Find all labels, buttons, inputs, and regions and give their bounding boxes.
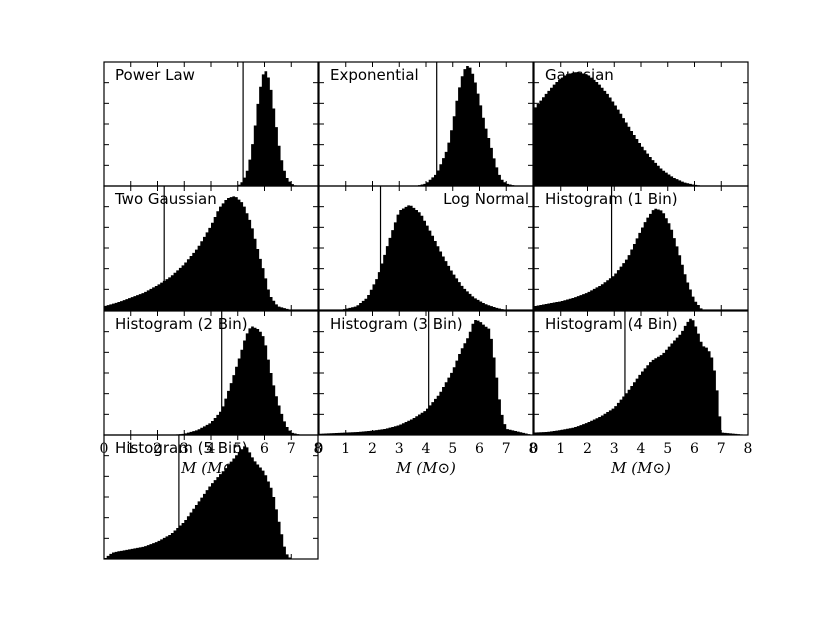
x-tick-label: 0 (315, 441, 324, 457)
x-tick-label: 6 (690, 441, 699, 457)
panel: Exponential (318, 61, 534, 187)
x-tick-label: 2 (153, 441, 162, 457)
panel-title: Two Gaussian (114, 190, 217, 208)
panel: Two Gaussian (103, 185, 319, 311)
x-tick-label: 7 (287, 441, 296, 457)
histogram-area (534, 208, 703, 310)
panel: Gaussian (533, 61, 749, 187)
panels-group: Power Law Exponential Gaussian Two Gaussian… (100, 61, 753, 560)
histogram-area (534, 318, 748, 435)
x-tick-label: 3 (180, 441, 189, 457)
axis-labels-group: M (M⊙) M (M⊙) M (M⊙) (180, 459, 671, 477)
panel-title: Histogram (1 Bin) (545, 190, 678, 208)
panel: Histogram (4 Bin) 0 1 2 3 4 5 6 7 8 (530, 310, 753, 457)
panel-title: Log Normal (443, 190, 529, 208)
panel-title: Histogram (4 Bin) (545, 315, 678, 333)
histogram-area (237, 71, 297, 186)
histogram-area (319, 319, 533, 435)
x-axis-label: M (M⊙) (610, 459, 671, 477)
x-tick-label: 4 (207, 441, 216, 457)
x-tick-label: 2 (368, 441, 377, 457)
panel: Histogram (1 Bin) (533, 185, 749, 311)
panel-title: Power Law (115, 66, 195, 84)
panel: Log Normal (318, 185, 534, 311)
x-tick-label: 5 (663, 441, 672, 457)
x-tick-label: 1 (341, 441, 350, 457)
panel: Histogram (3 Bin) 0 1 2 3 4 5 6 7 8 (315, 310, 538, 457)
panel: Histogram (2 Bin)0 1 2 3 4 5 6 7 8 (100, 310, 322, 457)
x-tick-label: 3 (610, 441, 619, 457)
panel-title: Histogram (3 Bin) (330, 315, 463, 333)
x-tick-label: 6 (260, 441, 269, 457)
x-axis-label: M (M⊙) (395, 459, 456, 477)
histogram-area (340, 205, 507, 310)
x-tick-label: 7 (502, 441, 511, 457)
histogram-area (534, 72, 706, 186)
histogram-area (104, 446, 292, 559)
x-tick-label: 3 (395, 441, 404, 457)
histogram-area (415, 66, 517, 186)
panel-title: Histogram (2 Bin) (115, 315, 248, 333)
x-tick-label: 2 (583, 441, 592, 457)
panel-title: Histogram (5 Bin) (115, 439, 248, 457)
x-tick-label: 4 (422, 441, 431, 457)
x-tick-label: 5 (448, 441, 457, 457)
x-axis-label: M (M⊙) (180, 459, 241, 477)
panel-title: Exponential (330, 66, 419, 84)
x-tick-label: 0 (530, 441, 539, 457)
histogram-area (170, 326, 302, 435)
panel: Histogram (5 Bin) (103, 434, 319, 560)
x-tick-label: 7 (717, 441, 726, 457)
x-tick-label: 8 (529, 441, 538, 457)
x-tick-label: 1 (556, 441, 565, 457)
histogram-area (104, 196, 292, 310)
x-tick-label: 1 (126, 441, 135, 457)
x-tick-label: 6 (475, 441, 484, 457)
x-tick-label: 8 (744, 441, 753, 457)
panel-title: Gaussian (545, 66, 614, 84)
x-tick-label: 4 (637, 441, 646, 457)
panel: Power Law (103, 61, 319, 187)
x-tick-label: 5 (233, 441, 242, 457)
